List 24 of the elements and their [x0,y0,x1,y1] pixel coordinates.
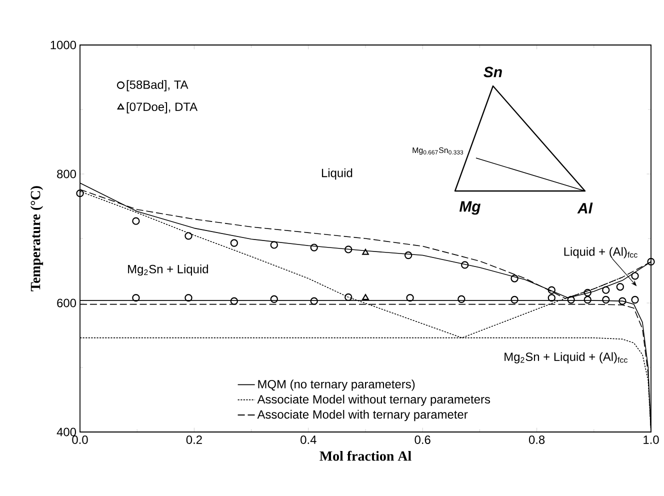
annotation: Liquid + (Al)$_{fcc}$ [564,247,638,258]
legend-label: Associate Model with ternary parameter [257,410,468,422]
legend-label: [07Doe], DTA [126,102,198,114]
x-tick-label: 0.8 [528,436,545,444]
legend-label: [58Bad], TA [126,80,188,92]
legend-label: MQM (no ternary parameters) [258,380,415,391]
x-axis-title: Mol fraction Al [320,450,412,461]
y-tick-label: 600 [57,298,76,308]
annotation: Mg$_{2}$Sn + Liquid + (Al)$_{fcc}$ [504,352,628,364]
annotation: Mg$_{2}$Sn + Liquid [128,264,208,276]
legend-label: Associate Model without ternary parameters [257,394,490,406]
y-tick-label: 400 [56,428,76,436]
y-tick-label: 800 [57,170,76,178]
annotation: Mg [459,201,481,215]
annotation: Al [577,202,593,214]
x-tick-label: 0.0 [72,436,88,444]
x-tick-label: 0.4 [300,436,316,444]
y-axis-title: Temperature (°C) [30,186,44,292]
y-tick-label: 1000 [50,40,76,50]
x-tick-label: 1.0 [644,436,659,444]
annotation: Sn [484,66,502,78]
x-tick-label: 0.2 [186,436,202,444]
x-tick-label: 0.6 [414,436,430,444]
annotation: Liquid [322,168,352,180]
